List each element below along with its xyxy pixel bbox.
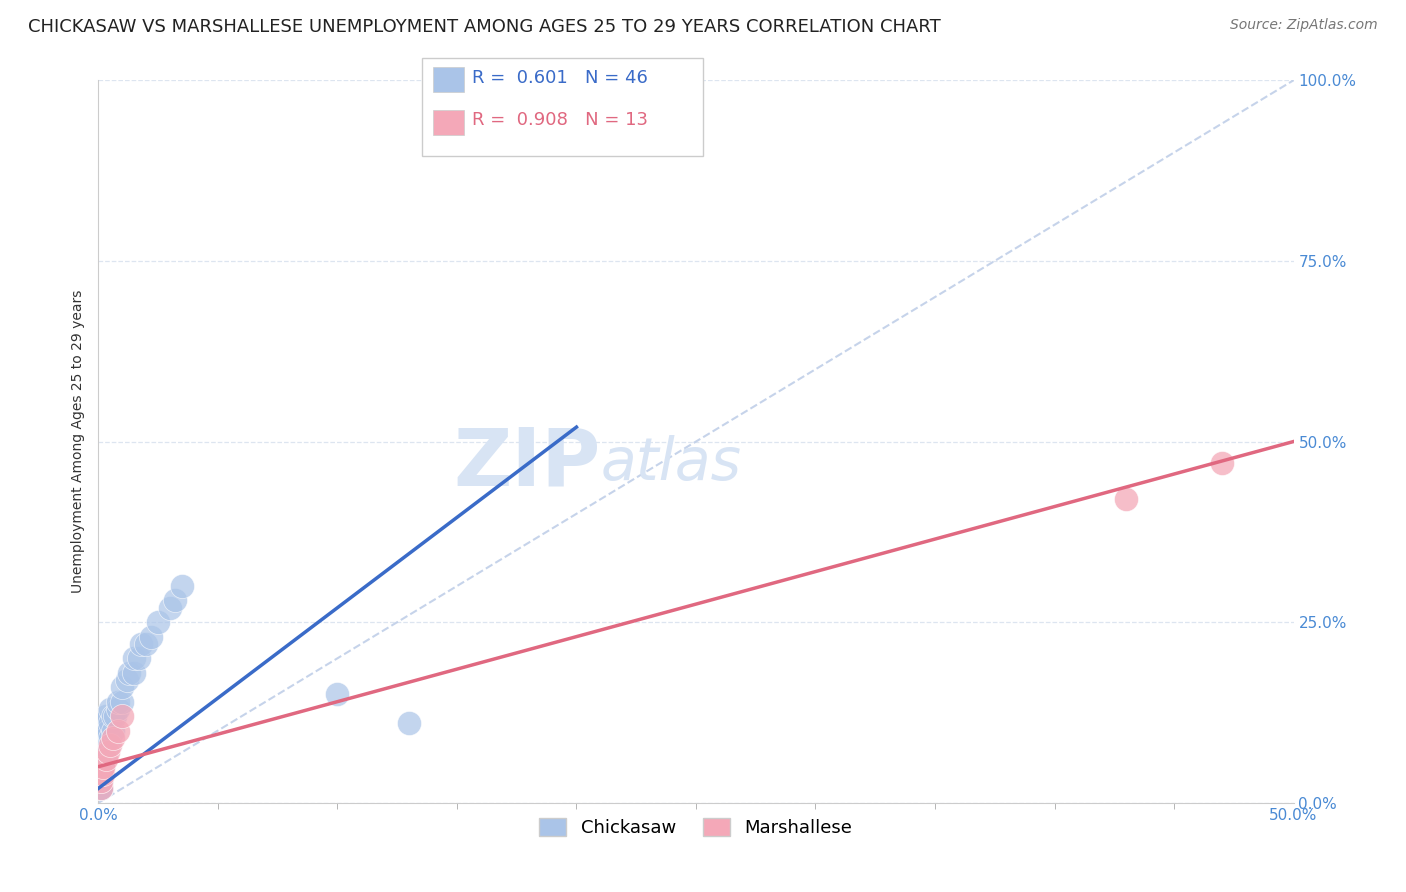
Point — [98, 738, 122, 752]
Point — [91, 731, 114, 745]
Point — [97, 738, 120, 752]
Point — [90, 781, 112, 796]
Text: Source: ZipAtlas.com: Source: ZipAtlas.com — [1230, 18, 1378, 32]
Point — [94, 731, 117, 745]
Text: atlas: atlas — [600, 434, 741, 491]
Point — [90, 738, 112, 752]
Point — [124, 651, 146, 665]
Point — [98, 731, 122, 745]
Point — [135, 637, 157, 651]
Point — [1115, 492, 1137, 507]
Point — [128, 651, 150, 665]
Point — [90, 774, 112, 789]
Point — [90, 781, 112, 796]
Point — [148, 615, 170, 630]
Point — [172, 579, 194, 593]
Point — [111, 709, 134, 723]
Y-axis label: Unemployment Among Ages 25 to 29 years: Unemployment Among Ages 25 to 29 years — [70, 290, 84, 593]
Point — [107, 702, 129, 716]
Point — [91, 738, 114, 752]
Point — [115, 673, 138, 687]
Text: R =  0.908   N = 13: R = 0.908 N = 13 — [472, 112, 648, 129]
Point — [124, 665, 146, 680]
Point — [107, 695, 129, 709]
Point — [90, 767, 112, 781]
Point — [91, 716, 114, 731]
Point — [101, 709, 124, 723]
Point — [90, 774, 112, 789]
Point — [131, 637, 153, 651]
Point — [1211, 456, 1233, 470]
Point — [90, 781, 112, 796]
Point — [91, 760, 114, 774]
Point — [94, 752, 117, 766]
Point — [98, 716, 122, 731]
Point — [163, 593, 186, 607]
Point — [90, 774, 112, 789]
Point — [98, 702, 122, 716]
Legend: Chickasaw, Marshallese: Chickasaw, Marshallese — [531, 811, 860, 845]
Point — [91, 745, 114, 759]
Point — [104, 709, 127, 723]
Point — [101, 723, 124, 738]
Text: CHICKASAW VS MARSHALLESE UNEMPLOYMENT AMONG AGES 25 TO 29 YEARS CORRELATION CHAR: CHICKASAW VS MARSHALLESE UNEMPLOYMENT AM… — [28, 18, 941, 36]
Point — [91, 723, 114, 738]
Point — [111, 695, 134, 709]
Point — [91, 760, 114, 774]
Point — [90, 767, 112, 781]
Point — [91, 767, 114, 781]
Point — [111, 680, 134, 694]
Point — [97, 723, 120, 738]
Point — [94, 745, 117, 759]
Text: R =  0.601   N = 46: R = 0.601 N = 46 — [472, 69, 648, 87]
Point — [91, 752, 114, 766]
Point — [101, 731, 124, 745]
Point — [159, 600, 181, 615]
Point — [118, 665, 141, 680]
Point — [90, 752, 112, 766]
Point — [94, 709, 117, 723]
Text: ZIP: ZIP — [453, 425, 600, 502]
Point — [107, 723, 129, 738]
Point — [398, 716, 420, 731]
Point — [90, 745, 112, 759]
Point — [139, 630, 162, 644]
Point — [90, 781, 112, 796]
Point — [97, 745, 120, 759]
Point — [90, 760, 112, 774]
Point — [326, 687, 349, 701]
